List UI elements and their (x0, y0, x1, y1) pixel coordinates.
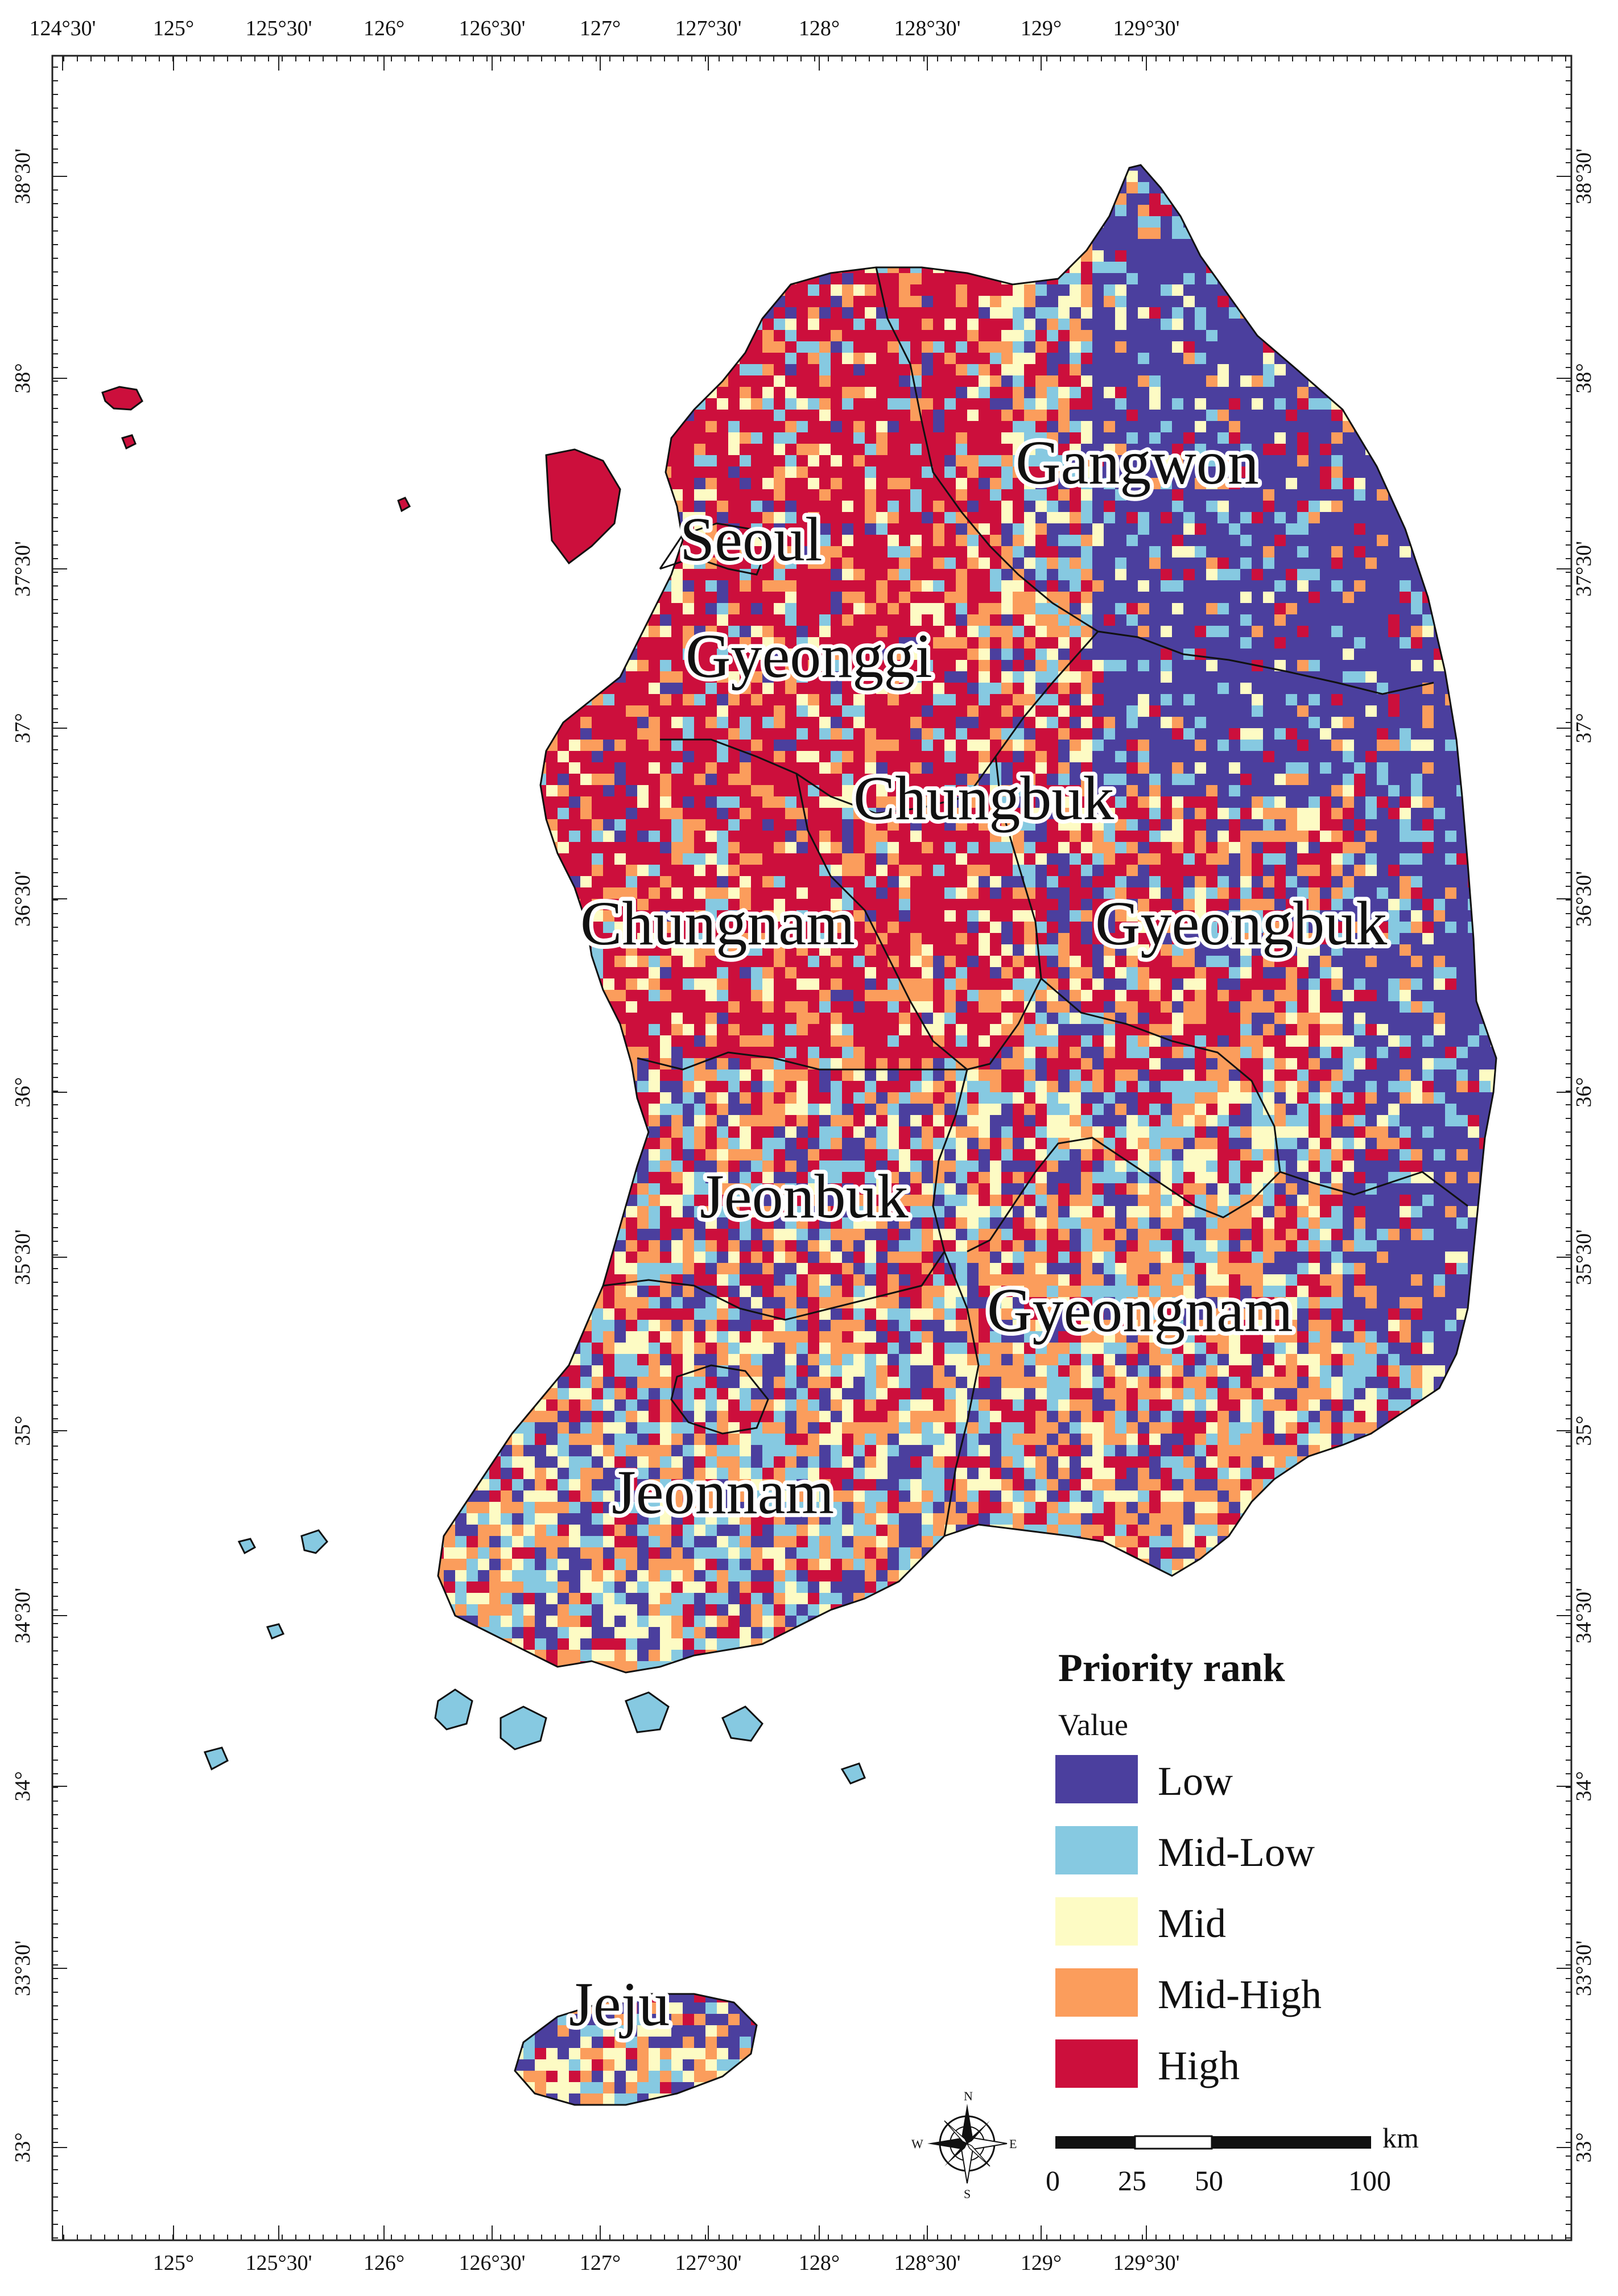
lon-label-bottom-6: 127°30' (675, 2251, 741, 2275)
compass-south-label: S (964, 2187, 971, 2201)
map-neatline (51, 55, 1572, 2241)
lat-label-left-10: 33°30' (11, 1940, 35, 1996)
legend-title: Priority rank (1058, 1646, 1285, 1690)
legend-label-low: Low (1158, 1758, 1233, 1804)
legend-label-mid-high: Mid-High (1158, 1972, 1322, 2017)
jeju-coastline (514, 1993, 758, 2106)
lat-label-left-6: 35°30' (11, 1229, 35, 1285)
lat-label-right-7: 35° (1572, 1415, 1596, 1446)
compass-rose-icon: N S E W (911, 2089, 1017, 2201)
region-label-chungnam: Chungnam (580, 889, 855, 958)
region-labels: Seoul Gyeonggi Gangwon Chungbuk Chungnam… (565, 424, 1391, 2043)
region-label-jeju: Jeju (569, 1969, 670, 2039)
lat-label-right-0: 38°30' (1572, 148, 1596, 204)
lat-label-right-10: 33°30' (1572, 1940, 1596, 1996)
scale-bar: km 0 25 50 100 (1046, 2122, 1419, 2196)
legend-label-mid: Mid (1158, 1901, 1226, 1946)
region-label-chungbuk: Chungbuk (853, 763, 1114, 833)
lat-label-right-5: 36° (1572, 1077, 1596, 1107)
lon-label-top-8: 128°30' (894, 16, 960, 40)
graticule: 124°30' 125° 125° 125°30' 125°30' 126° 126° 126… (11, 16, 1596, 2275)
southwest-islets (203, 1529, 866, 1785)
lat-label-left-3: 37° (11, 713, 35, 743)
scale-bar-unit: km (1382, 2122, 1419, 2154)
lon-label-top-6: 127°30' (675, 16, 741, 40)
lon-label-bottom-5: 127° (580, 2251, 621, 2275)
lat-label-right-1: 38° (1572, 363, 1596, 393)
lon-label-bottom-7: 128° (799, 2251, 840, 2275)
region-label-jeonbuk: Jeonbuk (700, 1162, 909, 1231)
lat-label-left-2: 37°30' (11, 541, 35, 597)
lon-label-bottom-1: 125° (153, 2251, 194, 2275)
region-label-gangwon: Gangwon (1016, 428, 1259, 497)
lon-label-top-2: 125°30' (245, 16, 312, 40)
compass-east-label: E (1009, 2137, 1017, 2151)
lon-label-bottom-9: 129° (1021, 2251, 1062, 2275)
lat-label-right-8: 34°30' (1572, 1588, 1596, 1643)
region-label-jeonnam: Jeonnam (612, 1457, 834, 1527)
lat-label-left-4: 36°30' (11, 871, 35, 927)
legend-label-high: High (1158, 2043, 1240, 2088)
minor-islands (101, 386, 621, 565)
lon-label-bottom-4: 126°30' (459, 2251, 525, 2275)
lon-label-bottom-2: 125°30' (245, 2251, 312, 2275)
legend-swatch-mid (1055, 1897, 1138, 1946)
lat-label-left-5: 36° (11, 1077, 35, 1107)
lon-label-top-9: 129° (1021, 16, 1062, 40)
lon-label-top-5: 127° (580, 16, 621, 40)
legend-swatch-mid-high (1055, 1968, 1138, 2017)
scale-bar-tick-50: 50 (1195, 2165, 1223, 2196)
region-label-gyeonggi: Gyeonggi (686, 621, 932, 691)
scale-bar-tick-0: 0 (1046, 2165, 1060, 2196)
lon-label-top-1: 125° (153, 16, 194, 40)
lat-label-right-2: 37°30' (1572, 541, 1596, 597)
scale-bar-tick-25: 25 (1118, 2165, 1146, 2196)
lon-label-top-0: 124°30' (29, 16, 96, 40)
lat-label-left-9: 34° (11, 1771, 35, 1801)
lat-label-left-8: 34°30' (11, 1588, 35, 1643)
lon-label-bottom-10: 129°30' (1113, 2251, 1179, 2275)
compass-west-label: W (911, 2137, 923, 2151)
legend-swatch-low (1055, 1755, 1138, 1803)
lon-label-top-4: 126°30' (459, 16, 525, 40)
region-label-gyeongbuk: Gyeongbuk (1095, 889, 1387, 958)
region-label-gyeongnam: Gyeongnam (987, 1275, 1293, 1345)
lat-label-right-4: 36°30' (1572, 871, 1596, 927)
mainland-coastline (437, 164, 1497, 1674)
lon-label-top-10: 129°30' (1113, 16, 1179, 40)
lon-label-top-3: 126° (364, 16, 404, 40)
scale-bar-tick-100: 100 (1348, 2165, 1391, 2196)
legend-swatch-mid-low (1055, 1826, 1138, 1874)
legend-label-mid-low: Mid-Low (1158, 1830, 1315, 1875)
lat-label-left-1: 38° (11, 363, 35, 393)
legend: Priority rank Value Low Mid-Low Mid Mid-… (1055, 1646, 1322, 2088)
lat-label-right-9: 34° (1572, 1771, 1596, 1801)
lon-label-top-7: 128° (799, 16, 840, 40)
lon-label-bottom-8: 128°30' (894, 2251, 960, 2275)
province-boundaries (602, 267, 1468, 1537)
lat-label-left-0: 38°30' (11, 148, 35, 204)
compass-north-label: N (964, 2089, 973, 2103)
legend-swatch-high (1055, 2039, 1138, 2088)
lon-label-bottom-3: 126° (364, 2251, 404, 2275)
lat-label-left-11: 33° (11, 2132, 35, 2162)
legend-subtitle: Value (1058, 1708, 1128, 1742)
lat-label-right-6: 35°30' (1572, 1229, 1596, 1285)
region-label-seoul: Seoul (680, 505, 823, 574)
lat-label-right-3: 37° (1572, 713, 1596, 743)
lat-label-left-7: 35° (11, 1415, 35, 1446)
lat-label-right-11: 33° (1572, 2132, 1596, 2162)
